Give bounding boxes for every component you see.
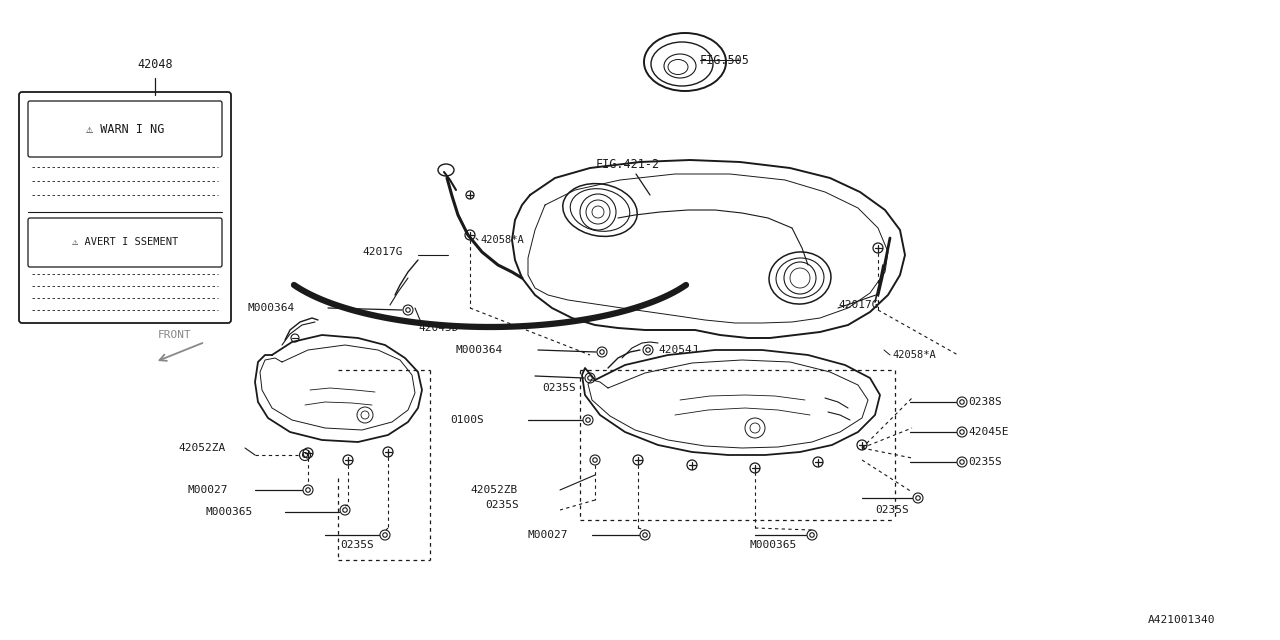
Text: 42017G: 42017G xyxy=(838,300,878,310)
Text: 42052ZB: 42052ZB xyxy=(470,485,517,495)
Text: 42058*A: 42058*A xyxy=(892,350,936,360)
Text: A421001340: A421001340 xyxy=(1147,615,1215,625)
Text: FRONT: FRONT xyxy=(159,330,192,340)
Text: M00027: M00027 xyxy=(529,530,568,540)
Text: FIG.421-2: FIG.421-2 xyxy=(596,159,660,172)
Text: FIG.505: FIG.505 xyxy=(700,54,750,67)
Text: 0100S: 0100S xyxy=(451,415,484,425)
Text: 42058*A: 42058*A xyxy=(480,235,524,245)
FancyBboxPatch shape xyxy=(28,218,221,267)
Text: 0235S: 0235S xyxy=(541,383,576,393)
Text: 0238S: 0238S xyxy=(968,397,1002,407)
Text: M000364: M000364 xyxy=(248,303,296,313)
Text: M000364: M000364 xyxy=(456,345,503,355)
Text: 0235S: 0235S xyxy=(968,457,1002,467)
Text: 0235S: 0235S xyxy=(340,540,374,550)
Text: M000365: M000365 xyxy=(205,507,252,517)
Text: 42052ZA: 42052ZA xyxy=(178,443,225,453)
Text: ⚠ AVERT I SSEMENT: ⚠ AVERT I SSEMENT xyxy=(72,237,178,247)
FancyBboxPatch shape xyxy=(19,92,230,323)
Text: 42017G: 42017G xyxy=(362,247,402,257)
Text: 0235S: 0235S xyxy=(485,500,518,510)
FancyBboxPatch shape xyxy=(28,101,221,157)
Text: 42048: 42048 xyxy=(137,58,173,72)
Text: 0235S: 0235S xyxy=(876,505,909,515)
Text: 42045D: 42045D xyxy=(419,323,458,333)
Text: 42045E: 42045E xyxy=(968,427,1009,437)
Text: ⚠ WARN I NG: ⚠ WARN I NG xyxy=(86,122,164,136)
Text: 42054J: 42054J xyxy=(658,345,699,355)
Text: M00027: M00027 xyxy=(188,485,229,495)
Text: M000365: M000365 xyxy=(750,540,797,550)
